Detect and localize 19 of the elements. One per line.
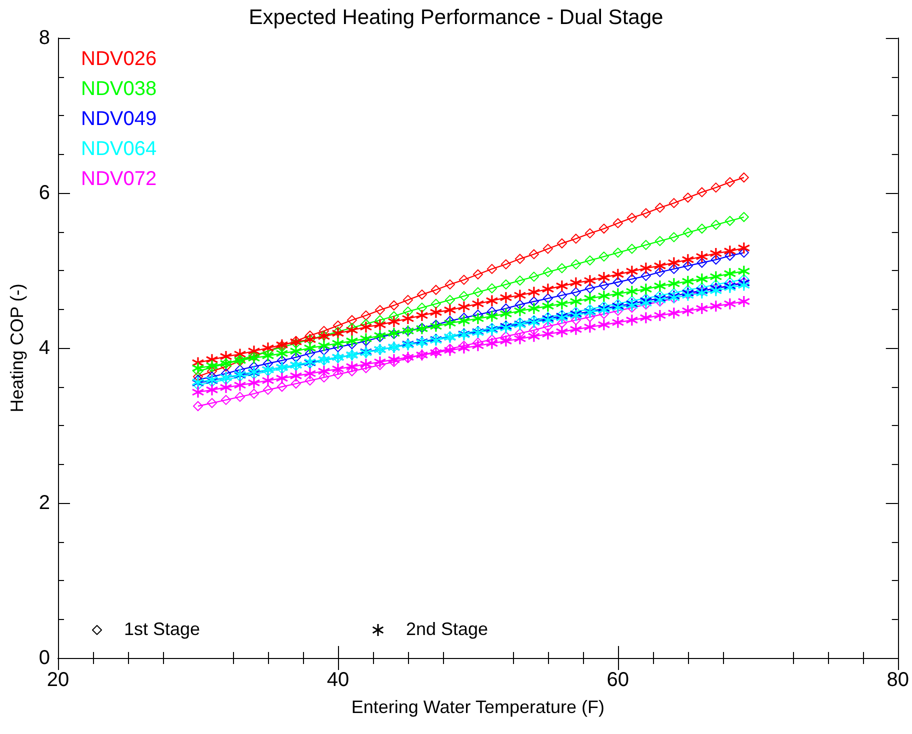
y-tick-label: 8 xyxy=(38,27,50,49)
text: NDV064 xyxy=(81,138,157,160)
chart-title: Expected Heating Performance - Dual Stage xyxy=(248,6,664,29)
text: NDV038 xyxy=(81,78,157,100)
x-tick-label: 60 xyxy=(606,669,630,691)
y-tick-label: 4 xyxy=(38,337,50,359)
x-tick-label: 40 xyxy=(326,669,350,691)
y-tick-label: 6 xyxy=(38,182,50,204)
y-axis-title: Heating COP (-) xyxy=(7,284,27,412)
x-tick-label: 20 xyxy=(46,669,70,691)
text: NDV026 xyxy=(81,48,157,70)
annotation: 1st Stage xyxy=(124,619,200,640)
annotation: 2nd Stage xyxy=(406,619,488,640)
x-tick-label: 80 xyxy=(886,669,909,691)
y-tick-label: 2 xyxy=(38,492,50,514)
x-axis-title: Entering Water Temperature (F) xyxy=(351,697,604,717)
text: NDV049 xyxy=(81,108,157,130)
text: NDV072 xyxy=(81,168,157,190)
y-tick-label: 0 xyxy=(38,647,50,669)
